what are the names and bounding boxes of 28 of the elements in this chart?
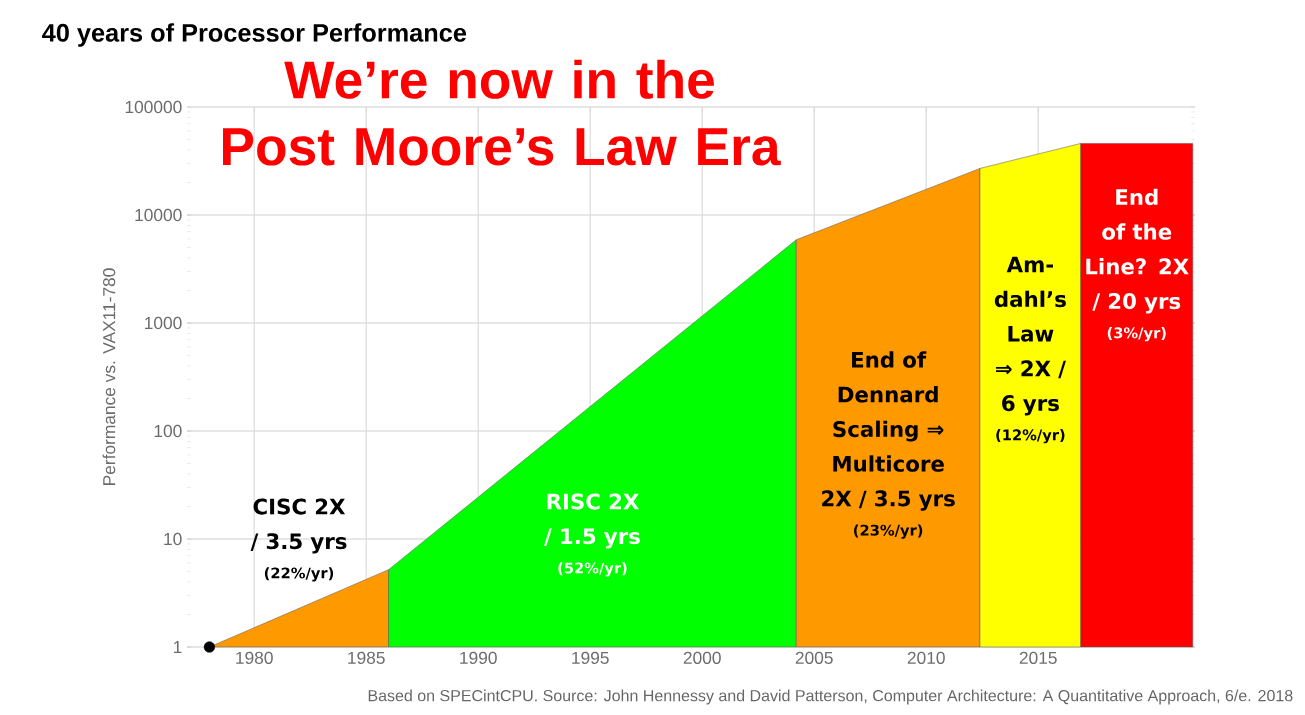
x-tick-label: 1980 bbox=[236, 651, 273, 664]
x-tick-label: 1990 bbox=[460, 651, 497, 664]
x-tick-label: 1995 bbox=[572, 651, 609, 664]
x-tick-label: 2015 bbox=[1019, 651, 1057, 664]
annotation: (3%/yr) bbox=[1107, 327, 1166, 342]
y-tick-label: 100 bbox=[154, 424, 182, 438]
annotation: End of the Line? 2X / 20 yrs bbox=[1086, 188, 1189, 314]
annotation: (12%/yr) bbox=[996, 429, 1065, 444]
annotation: (22%/yr) bbox=[264, 567, 334, 582]
annotation: End of Dennard Scaling ⇒ Multicore 2X / 3.5 yrs bbox=[822, 351, 955, 511]
y-tick-label: 10 bbox=[164, 532, 182, 546]
chart-title: 40 years of Processor Performance bbox=[42, 23, 467, 47]
annotation: Am-dahl’s Law ⇒ 2X / 6 yrs bbox=[994, 256, 1066, 416]
x-tick-label: 2010 bbox=[907, 651, 945, 664]
x-tick-label: 1985 bbox=[348, 651, 385, 664]
x-tick-label: 2000 bbox=[683, 651, 721, 664]
y-tick-label: 1 bbox=[173, 641, 182, 653]
y-tick-label: 1000 bbox=[145, 316, 182, 330]
y-tick-label: 10000 bbox=[135, 208, 182, 222]
y-tick-label: 100000 bbox=[125, 100, 182, 114]
annotation: (23%/yr) bbox=[854, 524, 923, 539]
y-axis-title: Performance vs. VAX11-780 bbox=[102, 268, 116, 485]
annotation: (52%/yr) bbox=[558, 562, 627, 577]
text: Based on SPECintCPU. Source: John Hennessy and David Patterson, Computer Architecture: A Quantitative Approach, 6/e. 2018 bbox=[368, 689, 1293, 705]
annotation: CISC 2X / 3.5 yrs bbox=[250, 498, 347, 554]
x-tick-label: 2005 bbox=[795, 651, 833, 664]
chart-subtitle: We’re now in the Post Moore’s Law Era bbox=[223, 59, 781, 166]
annotation: RISC 2X / 1.5 yrs bbox=[543, 493, 640, 549]
